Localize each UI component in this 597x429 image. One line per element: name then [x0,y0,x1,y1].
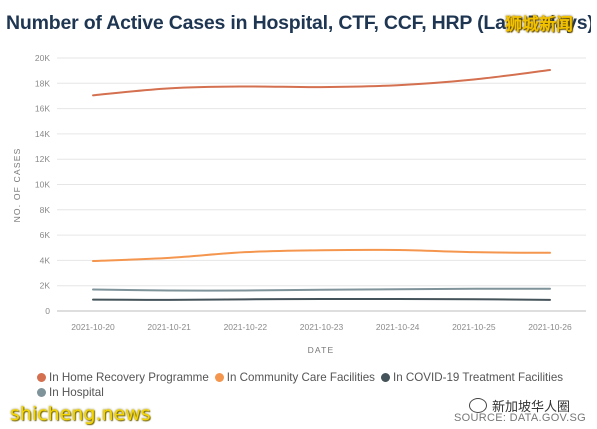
x-tick-label: 2021-10-20 [71,322,115,332]
legend-label: In Home Recovery Programme [49,371,209,384]
legend-label: In COVID-19 Treatment Facilities [392,371,564,384]
legend-item[interactable]: In Home Recovery Programme [37,370,209,385]
watermark-top: 狮城新闻 [505,15,573,35]
series-line-in-covid-19-treatment-facilities [92,297,551,301]
source-note: SOURCE: DATA.GOV.SG [454,412,587,424]
gridlines [57,57,586,312]
y-tick-label: 20K [35,53,50,63]
series-line-in-hospital [92,287,551,292]
y-tick-label: 8K [40,205,51,215]
legend-swatch [214,373,224,382]
chart-title: Number of Active Cases in Hospital, CTF,… [6,12,591,34]
series-line-in-community-care-facilities [92,248,551,263]
y-tick-label: 6K [40,230,51,240]
x-tick-label: 2021-10-24 [376,322,420,332]
y-tick-labels: 0 2K 4K 6K 8K 10K 12K 14K 16K 18K 20K [35,53,50,316]
legend-label: In Community Care Facilities [226,371,375,384]
series-lines [92,69,551,301]
x-tick-label: 2021-10-25 [452,322,496,332]
series-line-in-home-recovery-programme [92,69,551,97]
x-axis-label: DATE [308,345,335,355]
legend-swatch [380,373,390,382]
y-tick-label: 12K [35,154,50,164]
x-tick-label: 2021-10-23 [300,322,344,332]
y-tick-label: 16K [35,104,50,114]
y-tick-label: 2K [40,281,51,291]
legend-swatch [37,388,46,397]
legend-label: In Hospital [49,386,104,399]
y-axis-label: NO. OF CASES [12,148,22,223]
y-tick-label: 18K [35,78,50,88]
legend-item[interactable]: In Community Care Facilities [214,370,375,385]
y-tick-label: 14K [35,129,50,139]
x-tick-label: 2021-10-22 [224,322,268,332]
watermark-bottom: shicheng.news [10,403,151,425]
chart-legend: In Home Recovery Programme In Community C… [37,370,592,400]
wechat-icon [469,398,487,413]
y-tick-label: 10K [35,180,50,190]
x-tick-label: 2021-10-26 [528,322,572,332]
y-tick-label: 0 [45,306,50,316]
legend-swatch [37,373,46,382]
wechat-account: 新加坡华人圈 [469,396,570,415]
y-tick-label: 4K [40,255,51,265]
x-tick-label: 2021-10-21 [147,322,191,332]
wechat-label: 新加坡华人圈 [492,400,571,415]
x-tick-labels: 2021-10-20 2021-10-21 2021-10-22 2021-10-23… [71,322,572,332]
legend-item[interactable]: In COVID-19 Treatment Facilities [380,370,564,385]
legend-item[interactable]: In Hospital [37,385,104,400]
